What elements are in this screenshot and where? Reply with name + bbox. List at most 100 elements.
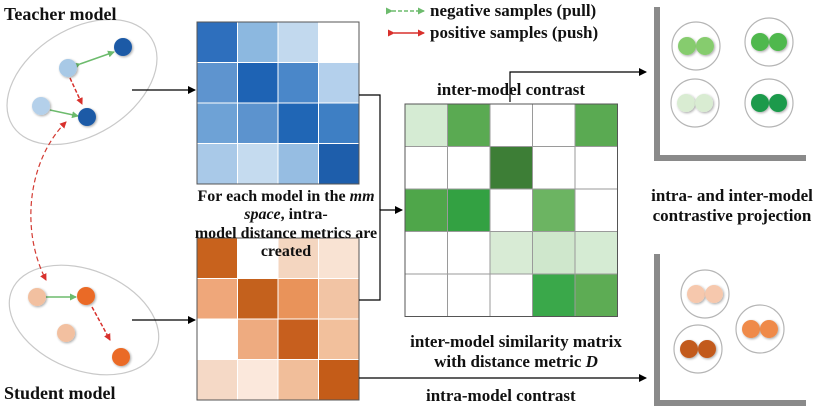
teacher-embedding-space <box>6 18 158 146</box>
teacher-student-link <box>30 121 67 281</box>
teacher-matrix-cell <box>318 102 360 144</box>
teacher-node <box>59 59 77 77</box>
student-node <box>112 348 130 366</box>
projection-bottom-sample-dot <box>705 285 723 303</box>
teacher-matrix-border <box>196 21 360 185</box>
similarity-matrix-cell <box>532 273 576 317</box>
similarity-matrix-caption: inter-model similarity matrix with dista… <box>386 332 646 371</box>
student-push-arrow <box>91 306 111 341</box>
projection-top-sample-dot <box>769 94 787 112</box>
projection-line2: contrastive projection <box>652 205 812 225</box>
similarity-matrix-cell <box>404 231 448 275</box>
teacher-matrix-cell <box>237 62 279 104</box>
similarity-matrix-cell <box>404 273 448 317</box>
student-matrix-cell <box>196 318 238 360</box>
student-matrix-cell <box>277 278 319 320</box>
projection-top-sample-dot <box>695 94 713 112</box>
similarity-matrix-cell <box>532 146 576 190</box>
legend-positive-label: positive samples (push) <box>430 23 599 42</box>
projection-bottom-sample-dot <box>698 340 716 358</box>
similarity-matrix-cell <box>532 231 576 275</box>
inter-model-similarity-matrix <box>404 103 618 317</box>
projection-bottom-sample-dot <box>742 320 760 338</box>
mm-note-line2: model distance metrics are created <box>194 224 378 261</box>
teacher-matrix-cell <box>237 143 279 185</box>
mm-space-note: For each model in the mm space, intra- m… <box>180 188 392 262</box>
projection-top-sample-dot <box>751 33 769 51</box>
student-matrix-cell <box>318 359 360 401</box>
similarity-matrix-cell <box>574 103 618 147</box>
teacher-matrix-cell <box>196 143 238 185</box>
similarity-matrix-cell <box>489 273 533 317</box>
mm-note-suffix: , intra- <box>280 206 328 224</box>
projection-bottom-sample-dot <box>687 285 705 303</box>
student-matrix-cell <box>277 359 319 401</box>
similarity-matrix-cell <box>404 188 448 232</box>
student-matrix-cell <box>237 237 279 279</box>
mm-note-prefix: For each model in the <box>197 188 350 205</box>
student-matrix-to-sim-connector <box>359 206 403 301</box>
student-model-label: Student model <box>4 383 116 403</box>
similarity-matrix-cell <box>574 188 618 232</box>
student-embedding-space <box>8 264 160 376</box>
teacher-node <box>78 108 96 126</box>
teacher-matrix-cell <box>318 21 360 63</box>
similarity-matrix-cell <box>574 231 618 275</box>
mm-note-italic: mm space <box>244 188 375 224</box>
similarity-matrix-cell <box>447 146 491 190</box>
teacher-node <box>114 38 132 56</box>
similarity-line2-italic: D <box>585 351 598 371</box>
projection-clusters-bottom <box>673 269 785 374</box>
similarity-line2-prefix: with distance metric <box>434 351 586 371</box>
teacher-matrix-cell <box>196 21 238 63</box>
projection-bottom-sample-dot <box>680 340 698 358</box>
projection-axes-bottom <box>654 254 806 406</box>
projection-top-sample-dot <box>678 37 696 55</box>
teacher-node <box>32 97 50 115</box>
student-node <box>77 287 95 305</box>
teacher-student-link-back <box>59 121 67 129</box>
projection-axes-top <box>654 7 806 161</box>
teacher-model-label: Teacher model <box>4 4 117 24</box>
similarity-matrix-cell <box>404 146 448 190</box>
similarity-line1: inter-model similarity matrix <box>410 332 622 351</box>
student-node <box>57 324 75 342</box>
similarity-matrix-cell <box>574 273 618 317</box>
teacher-pull-arrow-2 <box>49 109 79 119</box>
student-matrix-border <box>196 237 360 401</box>
student-matrix-cell <box>318 318 360 360</box>
teacher-matrix-cell <box>277 143 319 185</box>
teacher-matrix-cell <box>196 102 238 144</box>
student-matrix-cell <box>277 318 319 360</box>
projection-bottom-sample-dot <box>760 320 778 338</box>
student-matrix-cell <box>237 278 279 320</box>
similarity-matrix-cell <box>447 273 491 317</box>
similarity-matrix-border <box>404 103 618 317</box>
teacher-distance-matrix <box>196 21 360 185</box>
similarity-matrix-cell <box>532 188 576 232</box>
student-distance-matrix <box>196 237 360 401</box>
teacher-pull-arrow <box>73 50 115 70</box>
projection-top-sample-dot <box>751 94 769 112</box>
inter-model-contrast-arrow <box>509 68 647 102</box>
student-matrix-cell <box>196 278 238 320</box>
student-matrix-cell <box>196 359 238 401</box>
teacher-matrix-cell <box>237 21 279 63</box>
similarity-matrix-cell <box>447 231 491 275</box>
teacher-push-arrow <box>69 77 83 105</box>
projection-clusters-top <box>670 17 794 128</box>
similarity-matrix-cell <box>404 103 448 147</box>
similarity-matrix-cell <box>489 103 533 147</box>
teacher-matrix-cell <box>318 62 360 104</box>
student-node <box>28 288 46 306</box>
projection-top-sample-dot <box>677 94 695 112</box>
student-matrix-cell <box>318 278 360 320</box>
teacher-matrix-cell <box>277 102 319 144</box>
teacher-matrix-cell <box>237 102 279 144</box>
similarity-matrix-cell <box>574 146 618 190</box>
projection-line1: intra- and inter-model <box>651 186 813 205</box>
similarity-matrix-cell <box>447 188 491 232</box>
similarity-matrix-cell <box>489 146 533 190</box>
projection-top-sample-dot <box>696 37 714 55</box>
